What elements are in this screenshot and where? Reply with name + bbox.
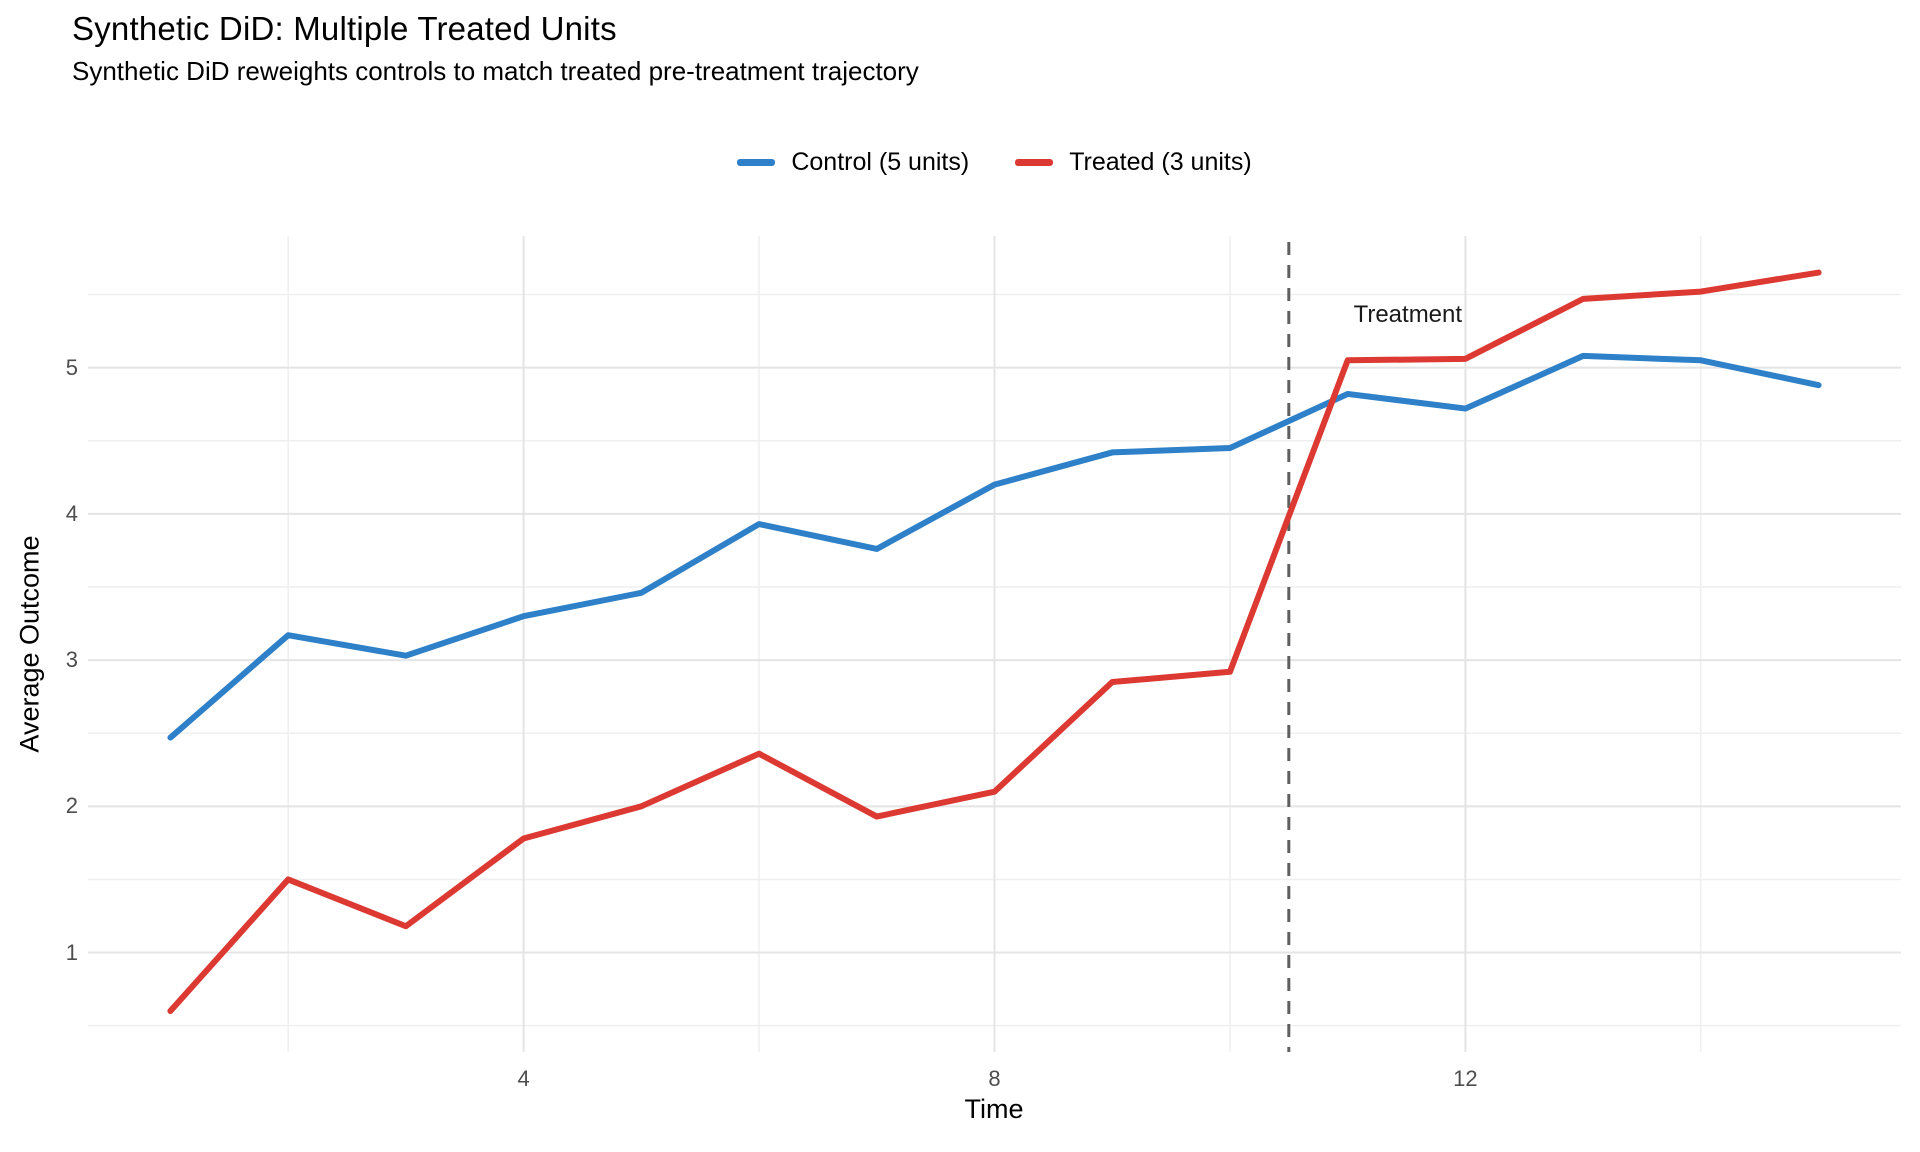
chart-subtitle: Synthetic DiD reweights controls to matc…	[72, 56, 919, 86]
x-axis-title: Time	[964, 1094, 1024, 1124]
x-tick-label: 4	[517, 1066, 530, 1091]
control-line-key-icon	[737, 159, 776, 166]
legend: Control (5 units) Treated (3 units)	[88, 148, 1901, 177]
y-tick-label: 5	[65, 354, 78, 380]
treatment-annotation: Treatment	[1353, 301, 1463, 329]
treated-line-key-icon	[1015, 159, 1054, 166]
y-tick-label: 3	[65, 647, 78, 673]
y-tick-label: 2	[65, 793, 78, 819]
legend-label-control: Control (5 units)	[791, 148, 970, 176]
x-tick-label: 8	[988, 1066, 1001, 1091]
legend-item-treated: Treated (3 units)	[1015, 148, 1252, 177]
series-line-control	[167, 352, 1822, 741]
y-tick-label: 4	[65, 500, 78, 526]
series-line-treated	[167, 269, 1822, 1015]
chart-title: Synthetic DiD: Multiple Treated Units	[72, 10, 617, 47]
legend-item-control: Control (5 units)	[737, 148, 969, 177]
y-tick-label: 1	[65, 939, 78, 965]
y-axis-title: Average Outcome	[14, 535, 45, 753]
legend-label-treated: Treated (3 units)	[1069, 148, 1252, 176]
x-tick-label: 12	[1453, 1066, 1478, 1091]
